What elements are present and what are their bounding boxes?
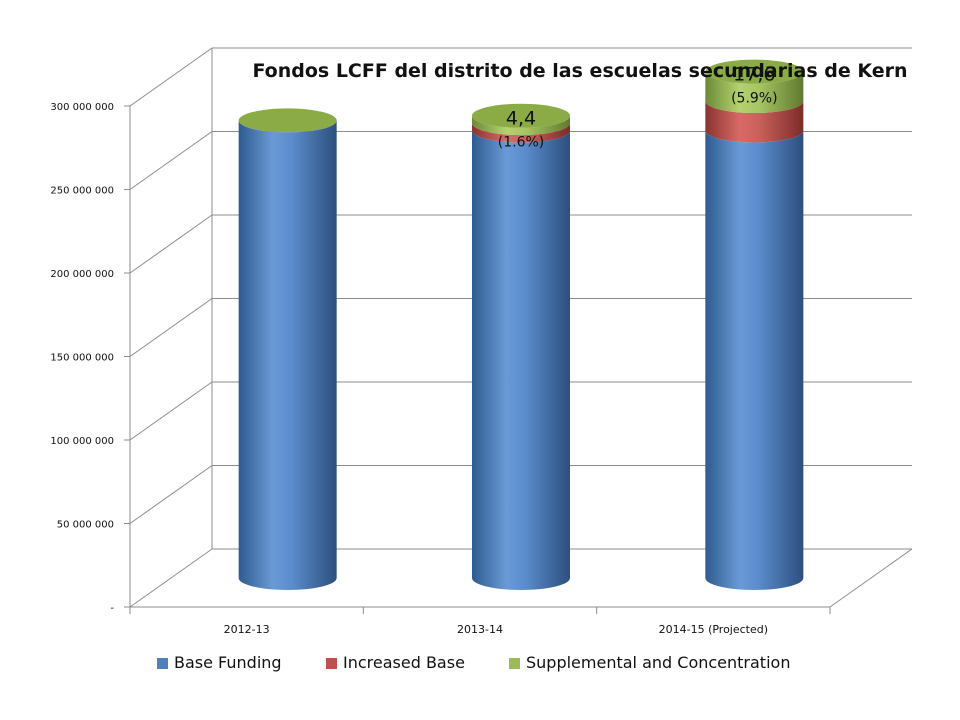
data-labels-group: 4,4 (1.6%) 17,6 (5.9%) bbox=[498, 64, 778, 151]
x-tick-label: 2013-14 bbox=[457, 623, 503, 636]
bar-base-funding-2 bbox=[705, 130, 804, 590]
side-wall-gridline bbox=[129, 131, 213, 190]
side-wall-gridline bbox=[129, 214, 213, 274]
legend-swatch bbox=[157, 658, 168, 669]
bar-base-funding-1 bbox=[472, 130, 570, 590]
side-wall-gridline bbox=[129, 381, 213, 441]
floor-edge bbox=[829, 548, 913, 608]
x-tick-label: 2014-15 (Projected) bbox=[659, 623, 768, 636]
bar-increased-base-1 bbox=[472, 123, 570, 143]
legend-label: Increased Base bbox=[343, 653, 465, 672]
legend-swatch bbox=[509, 658, 520, 669]
legend-swatch bbox=[326, 658, 337, 669]
y-tick-label: - bbox=[110, 603, 114, 614]
side-wall-gridline bbox=[129, 298, 213, 357]
data-label-percent: (1.6%) bbox=[498, 135, 545, 151]
y-tick-label: 100 000 000 bbox=[50, 436, 114, 447]
data-label-percent: (5.9%) bbox=[731, 91, 778, 107]
y-tick-label: 150 000 000 bbox=[50, 353, 114, 364]
y-tick-label: 50 000 000 bbox=[57, 520, 114, 531]
side-wall-gridline bbox=[129, 465, 213, 524]
bar-supplemental-and-concentration-2 bbox=[705, 71, 804, 114]
side-wall-gridline bbox=[129, 548, 213, 608]
axes-group: - 50 000 000 100 000 000 150 000 000 200 000… bbox=[50, 102, 913, 636]
side-wall-gridline bbox=[129, 47, 213, 107]
bar-supplemental-and-concentration-1 bbox=[472, 115, 570, 136]
legend-label: Supplemental and Concentration bbox=[526, 653, 790, 672]
legend-item: Supplemental and Concentration bbox=[509, 653, 790, 672]
bars-group bbox=[238, 59, 804, 590]
y-tick-label: 300 000 000 bbox=[50, 102, 114, 113]
legend-item: Base Funding bbox=[157, 653, 282, 672]
bar-increased-base-2 bbox=[705, 101, 804, 143]
bar-top-cap-1 bbox=[472, 103, 570, 128]
legend-label: Base Funding bbox=[174, 653, 282, 672]
legend-item: Increased Base bbox=[326, 653, 465, 672]
bar-top-cap-2 bbox=[705, 59, 804, 84]
data-label-value: 17,6 bbox=[733, 64, 775, 86]
chart-title: Fondos LCFF del distrito de las escuelas… bbox=[252, 60, 907, 82]
bar-base-funding-0 bbox=[238, 120, 337, 590]
data-label-value: 4,4 bbox=[506, 108, 536, 130]
bar-top-cap-0 bbox=[238, 108, 337, 133]
y-tick-label: 200 000 000 bbox=[50, 269, 114, 280]
legend: Base Funding Increased Base Supplemental a… bbox=[157, 653, 790, 672]
y-tick-label: 250 000 000 bbox=[50, 186, 114, 197]
x-tick-label: 2012-13 bbox=[224, 623, 270, 636]
